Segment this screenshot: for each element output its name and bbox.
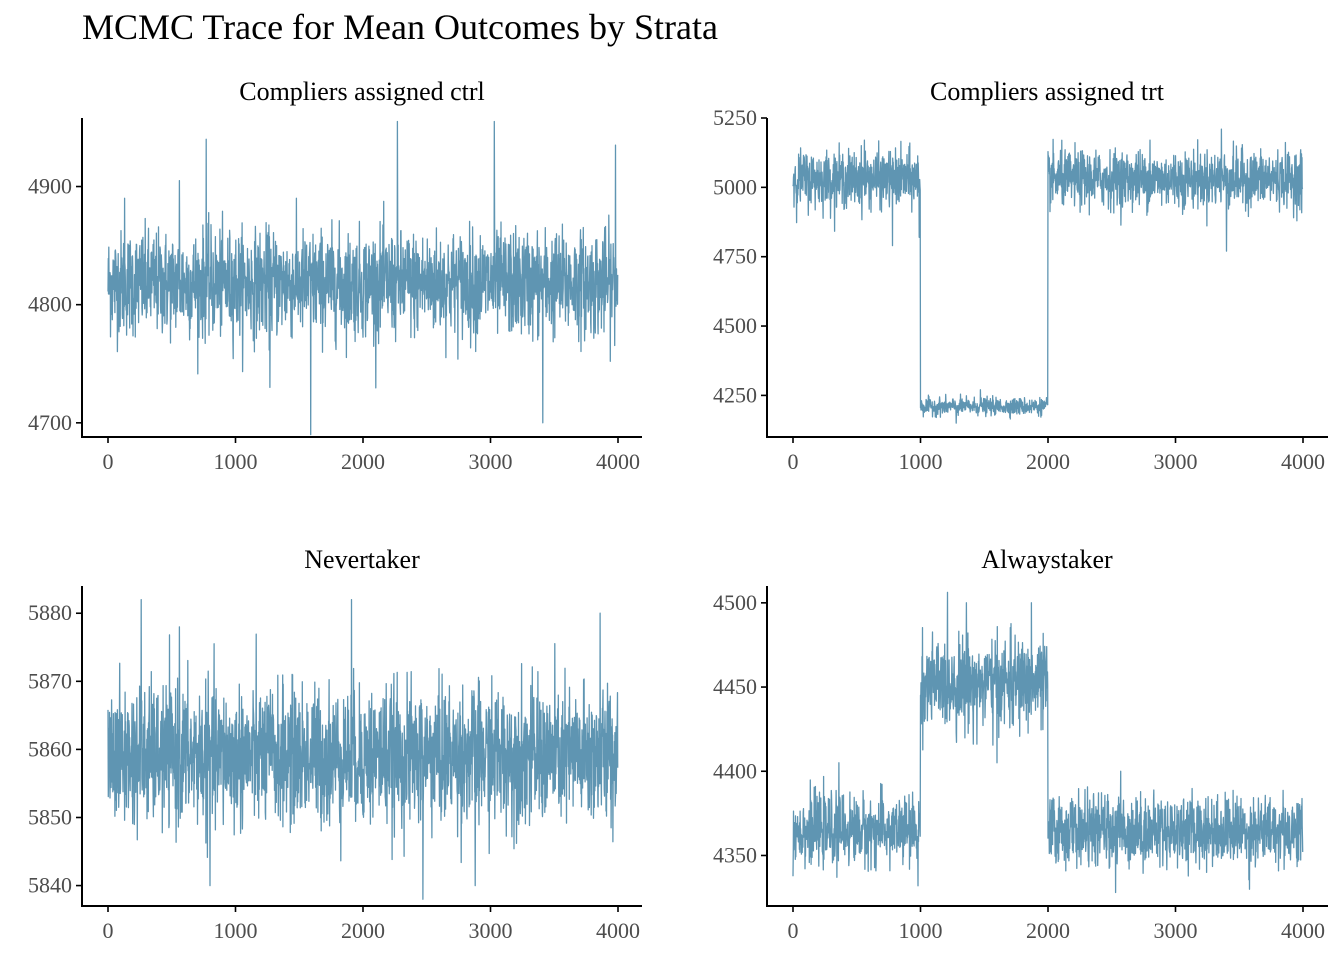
x-tick-label: 0 xyxy=(103,918,114,943)
x-tick-label: 0 xyxy=(103,449,114,474)
x-tick-label: 4000 xyxy=(1281,449,1325,474)
y-tick-label: 5250 xyxy=(713,105,757,130)
y-tick-label: 4800 xyxy=(28,292,72,317)
x-tick-label: 1000 xyxy=(214,918,258,943)
x-tick-label: 1000 xyxy=(899,449,943,474)
x-tick-label: 2000 xyxy=(341,918,385,943)
x-tick-label: 4000 xyxy=(596,918,640,943)
x-tick-label: 3000 xyxy=(469,449,513,474)
x-tick-label: 3000 xyxy=(469,918,513,943)
x-tick-label: 0 xyxy=(788,918,799,943)
x-tick-label: 4000 xyxy=(596,449,640,474)
trace-line-bottom-left xyxy=(107,598,619,900)
x-tick-label: 1000 xyxy=(899,918,943,943)
chart-title: MCMC Trace for Mean Outcomes by Strata xyxy=(82,7,718,47)
y-tick-label: 4750 xyxy=(713,244,757,269)
x-tick-label: 3000 xyxy=(1154,449,1198,474)
y-tick-label: 5850 xyxy=(28,804,72,829)
y-tick-label: 5860 xyxy=(28,736,72,761)
x-tick-label: 2000 xyxy=(341,449,385,474)
x-tick-label: 4000 xyxy=(1281,918,1325,943)
y-tick-label: 4500 xyxy=(713,590,757,615)
panel-title: Compliers assigned ctrl xyxy=(239,77,485,106)
y-tick-label: 4500 xyxy=(713,313,757,338)
panel-bottom-right: Alwaystaker 4350 4400 4450 4500 0 1000 2000 3000… xyxy=(713,545,1328,943)
y-tick-label: 4700 xyxy=(28,410,72,435)
y-tick-label: 4400 xyxy=(713,758,757,783)
trace-line-bottom-right xyxy=(792,591,1304,894)
panel-top-right: Compliers assigned trt 4250 4500 4750 5000 52… xyxy=(713,77,1328,474)
panel-title: Alwaystaker xyxy=(981,545,1113,574)
x-tick-label: 1000 xyxy=(214,449,258,474)
y-tick-label: 5840 xyxy=(28,873,72,898)
y-tick-label: 5000 xyxy=(713,174,757,199)
y-tick-label: 4450 xyxy=(713,674,757,699)
x-tick-label: 0 xyxy=(788,449,799,474)
panel-title: Nevertaker xyxy=(304,545,420,574)
x-tick-label: 2000 xyxy=(1026,918,1070,943)
panel-title: Compliers assigned trt xyxy=(930,77,1165,106)
y-tick-label: 5870 xyxy=(28,668,72,693)
trace-line-top-left xyxy=(107,120,619,436)
y-tick-label: 4250 xyxy=(713,382,757,407)
x-tick-label: 2000 xyxy=(1026,449,1070,474)
panel-bottom-left: Nevertaker 5840 5850 5860 5870 5880 0 1000 2000 3… xyxy=(28,545,642,943)
y-tick-label: 5880 xyxy=(28,600,72,625)
y-tick-label: 4350 xyxy=(713,842,757,867)
y-tick-label: 4900 xyxy=(28,174,72,199)
panel-top-left: Compliers assigned ctrl 4700 4800 4900 0 1000… xyxy=(28,77,642,474)
x-tick-label: 3000 xyxy=(1154,918,1198,943)
trace-line-top-right xyxy=(792,128,1304,424)
